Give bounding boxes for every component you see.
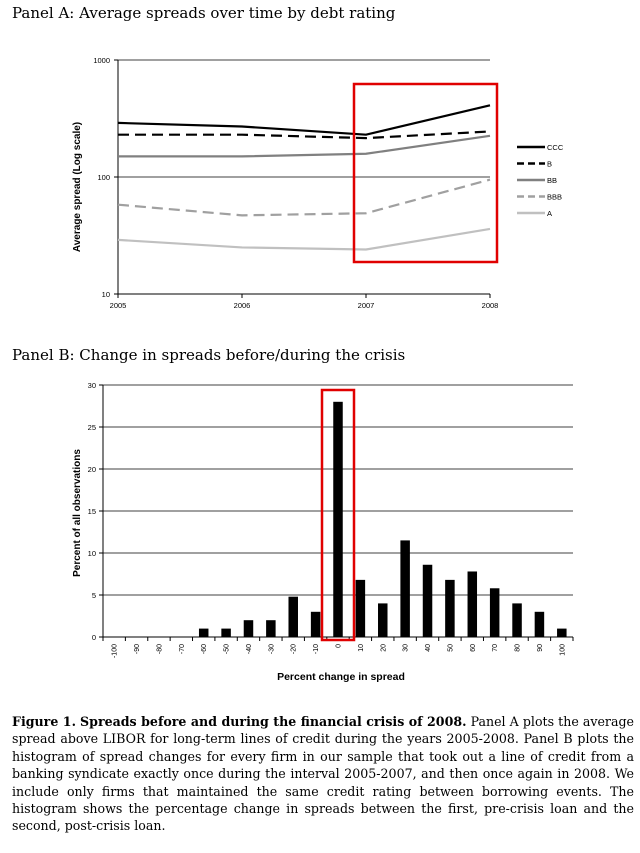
histogram-bar--60 (198, 628, 209, 637)
panel-b-x-tick-label: -70 (179, 644, 186, 654)
panel-b-y-tick-label: 5 (92, 591, 96, 600)
panel-b-x-tick-label: 40 (425, 644, 432, 652)
panel-a-y-tick-label: 10 (102, 290, 110, 299)
histogram-bar-60 (467, 571, 478, 637)
panel-a-axes (114, 59, 491, 298)
panel-a-y-tick-label: 1000 (93, 56, 110, 65)
histogram-bar-80 (512, 603, 522, 637)
caption-heading: Spreads before and during the financial … (80, 714, 467, 729)
series-line-bbb (117, 178, 491, 217)
caption-text: Panel A plots the average spread above L… (12, 714, 634, 834)
histogram-bar-0 (333, 401, 343, 637)
panel-a-x-tick-label: 2008 (482, 301, 499, 310)
legend-label-a: A (547, 209, 552, 218)
panel-b-x-tick-label: -80 (156, 644, 163, 654)
panel-b-x-tick-label: -20 (291, 644, 298, 654)
histogram-bar-100 (557, 628, 567, 637)
panel-b-x-axis-label: Percent change in spread (277, 671, 405, 683)
panel-b-x-tick-label: -60 (201, 644, 208, 654)
panel-a-tick-labels: 10 100 1000 2005 2006 2007 2008 (93, 56, 498, 310)
panel-b-bars (198, 401, 567, 637)
legend-label-bb: BB (547, 176, 557, 185)
legend-label-b: B (547, 160, 552, 169)
panel-b-y-tick-label: 30 (88, 381, 96, 390)
figure-caption: Figure 1. Spreads before and during the … (12, 713, 634, 835)
caption-label: Figure 1. (12, 714, 76, 729)
panel-b-x-tick-label: 50 (447, 644, 454, 652)
panel-b-x-tick-label: -90 (134, 644, 141, 654)
panel-b-x-tick-label: 70 (492, 644, 499, 652)
series-line-ccc (117, 104, 491, 136)
panel-a-series (117, 104, 491, 251)
panel-b-x-tick-label: 20 (380, 644, 387, 652)
histogram-bar--30 (266, 620, 276, 637)
panel-b-y-tick-label: 25 (88, 423, 96, 432)
histogram-bar--20 (288, 596, 298, 637)
histogram-bar-90 (534, 611, 545, 637)
series-line-bb (118, 134, 491, 158)
panel-b-axes (99, 384, 574, 641)
legend-label-bbb: BBB (547, 193, 562, 202)
series-line-b (118, 130, 491, 140)
panel-b-x-tick-label: 60 (470, 644, 477, 652)
panel-b-x-tick-label: 90 (537, 644, 544, 652)
panel-a-x-tick-label: 2005 (110, 301, 127, 310)
panel-b-x-tick-label: -10 (313, 644, 320, 654)
panel-b-x-tick-label: -50 (224, 644, 231, 654)
histogram-bar-40 (422, 564, 433, 637)
panel-b-x-tick-label: 0 (336, 644, 343, 648)
panel-b-y-tick-label: 10 (88, 549, 96, 558)
histogram-bar-20 (378, 603, 388, 637)
panel-b-x-tick-label: 80 (515, 644, 522, 652)
histogram-bar-10 (355, 579, 366, 637)
histogram-bar-30 (400, 540, 410, 637)
histogram-bar-70 (489, 588, 500, 637)
panel-b-x-tick-label: 30 (403, 644, 410, 652)
panel-b-x-tick-label: 100 (559, 644, 566, 656)
panel-a-title: Panel A: Average spreads over time by de… (12, 4, 396, 22)
panel-a-y-axis-label: Average spread (Log scale) (72, 122, 83, 252)
panel-b-y-tick-label: 20 (88, 465, 96, 474)
panel-a-y-tick-label: 100 (97, 173, 110, 182)
panel-b-title: Panel B: Change in spreads before/during… (12, 346, 406, 364)
panel-b-y-axis-label: Percent of all observations (72, 449, 83, 577)
histogram-bar--50 (221, 628, 231, 637)
panel-a-highlight-box (352, 82, 499, 264)
panel-b-highlight-box (320, 388, 356, 642)
panel-b-x-tick-label: -100 (112, 644, 119, 658)
panel-b-y-tick-label: 0 (92, 633, 96, 642)
panel-b-x-tick-label: -30 (268, 644, 275, 654)
panel-a-x-tick-label: 2007 (358, 301, 375, 310)
panel-b-x-tick-label: 10 (358, 644, 365, 652)
panel-a-x-tick-label: 2006 (234, 301, 251, 310)
histogram-bar--40 (243, 620, 254, 637)
panel-b-y-tick-label: 15 (88, 507, 96, 516)
histogram-bar-50 (445, 579, 455, 637)
legend-label-ccc: CCC (547, 143, 564, 152)
histogram-bar--10 (310, 611, 321, 637)
panel-b-x-tick-label: -40 (246, 644, 253, 654)
series-line-a (117, 227, 491, 251)
